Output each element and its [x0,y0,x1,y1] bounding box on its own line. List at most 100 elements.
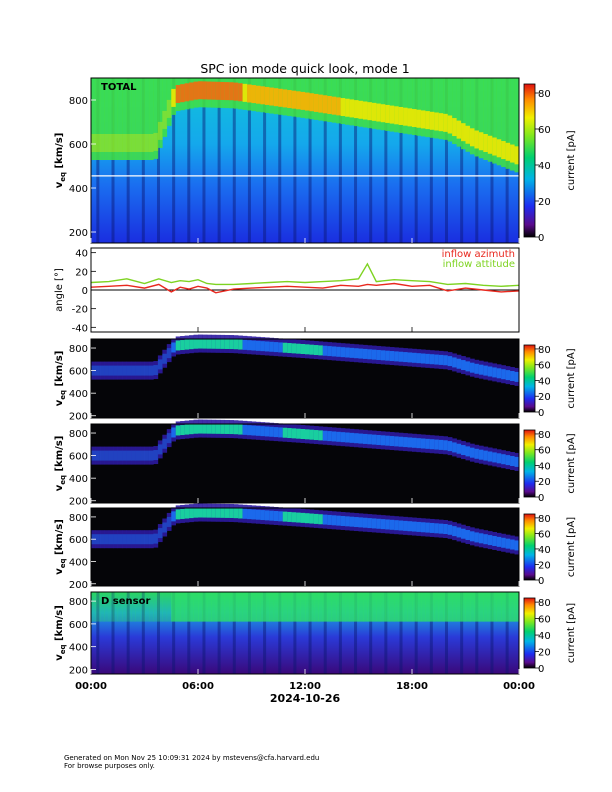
beam-core [273,510,279,521]
beam-core [398,106,404,125]
beam-core [514,146,520,165]
beam-cell [412,78,417,136]
beam-core [282,342,288,353]
beam-core [264,341,270,352]
beam-core [514,456,520,467]
scan-stripe [217,592,221,674]
beam-core [452,357,457,368]
beam-core [251,509,257,520]
y-axis-label: veq [km/s] [54,436,67,492]
beam-core [510,456,515,467]
beam-core [162,110,168,129]
beam-core [202,81,208,100]
scan-stripe [187,78,191,243]
beam-cell [487,592,493,622]
beam-core [456,358,462,369]
scan-stripe [126,592,130,674]
beam-cell [412,592,417,622]
panel-0: TOTAL 0 20 40 60 80 current [pA] veq [km/s] 200 4… [54,77,577,244]
y-tick-label: 400 [69,389,88,400]
beam-core [443,113,448,132]
beam-core [296,428,301,439]
beam-core [345,347,350,358]
scan-stripe [111,592,115,674]
beam-core [148,134,154,152]
x-tick-label: 18:00 [396,681,428,692]
beam-core [385,435,391,446]
beam-core [354,433,359,444]
y-axis-label-subscript: eq [59,475,67,485]
beam-core [233,339,239,350]
beam-core [287,343,292,354]
panel-3: 0 20 40 60 80 current [pA] veq [km/s]200 400 600… [54,419,577,508]
beam-core [108,134,114,152]
scan-stripe [232,592,236,674]
beam-core [135,365,141,376]
scan-stripe [399,78,403,243]
beam-core [380,104,386,123]
scan-stripe [247,592,251,674]
beam-core [358,433,364,444]
colorbar-tick-label: 60 [538,361,551,372]
panel-label: TOTAL [101,82,137,93]
beam-core [492,535,498,546]
beam-core [162,353,168,364]
beam-cell [157,78,163,148]
colorbar-label: current [pA] [566,348,577,408]
beam-core [362,433,368,444]
beam-cell [233,592,239,622]
beam-core [403,520,408,531]
beam-core [447,441,453,452]
beam-cell [447,592,453,622]
beam-core [247,340,252,351]
y-axis-label: angle [°] [54,268,65,312]
beam-core [184,339,190,350]
beam-core [153,132,159,151]
beam-core [144,534,150,545]
beam-core [238,508,243,519]
beam-core [300,91,306,110]
beam-core [175,509,181,520]
scan-stripe [414,78,418,243]
colorbar-tick-label: 20 [538,648,551,659]
scan-stripe [141,78,145,243]
beam-core [425,522,431,533]
beam-cell [385,592,391,622]
beam-cell [322,592,328,622]
beam-core [131,534,136,545]
beam-cell [425,592,431,622]
beam-core [104,134,110,152]
beam-cell [211,592,217,622]
beam-core [282,427,288,438]
beam-core [260,426,266,437]
beam-core [469,447,475,458]
beam-core [269,341,275,352]
beam-cell [349,592,355,622]
beam-cell [474,78,480,157]
y-tick-label: 400 [69,643,88,654]
beam-core [104,365,110,376]
beam-core [126,450,132,461]
beam-core [193,507,199,518]
beam-core [113,534,119,545]
beam-core [126,365,132,376]
beam-cell [407,592,413,622]
beam-core [95,365,101,376]
beam-core [420,110,426,129]
beam-core [122,365,127,376]
beam-core [327,346,333,357]
beam-core [278,342,284,353]
beam-cell [95,78,101,160]
beam-cell [429,592,435,622]
beam-cell [367,592,373,622]
y-tick-label: 400 [69,184,88,195]
beam-cell [220,592,226,622]
beam-cell [198,592,203,622]
beam-cell [144,78,150,160]
y-tick-label: 0 [82,286,88,297]
footer-line-2: For browse purposes only. [64,762,155,770]
beam-core [242,508,248,519]
beam-cell [215,592,221,622]
beam-core [309,429,315,440]
